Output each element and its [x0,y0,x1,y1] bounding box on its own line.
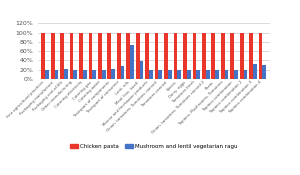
Bar [140,61,143,79]
Bar [240,33,244,79]
Bar [130,46,134,79]
Bar [79,33,83,79]
Bar [88,33,92,79]
Bar [177,69,181,79]
Bar [149,69,153,79]
Bar [155,33,158,79]
Bar [215,69,219,79]
Bar [121,66,124,79]
Bar [187,69,190,79]
Bar [249,33,253,79]
Bar [259,33,262,79]
Bar [174,33,177,79]
Bar [45,69,49,79]
Bar [158,70,162,79]
Bar [183,33,187,79]
Bar [212,33,215,79]
Bar [193,33,196,79]
Bar [74,69,77,79]
Bar [51,33,55,79]
Bar [83,69,87,79]
Bar [136,33,140,79]
Bar [92,69,96,79]
Bar [202,33,206,79]
Bar [196,69,200,79]
Bar [262,65,266,79]
Bar [55,69,58,79]
Bar [230,33,234,79]
Bar [145,33,149,79]
Bar [168,69,172,79]
Bar [70,33,74,79]
Bar [98,33,102,79]
Bar [117,33,121,79]
Bar [107,33,111,79]
Bar [225,69,228,79]
Legend: Chicken pasta, Mushroom and lentil vegetarian ragu: Chicken pasta, Mushroom and lentil veget… [68,142,240,152]
Bar [60,33,64,79]
Bar [234,69,238,79]
Bar [253,64,257,79]
Bar [244,70,247,79]
Bar [41,33,45,79]
Bar [64,69,68,79]
Bar [221,33,225,79]
Bar [111,69,115,79]
Bar [206,69,209,79]
Bar [164,33,168,79]
Bar [126,33,130,79]
Bar [102,69,106,79]
